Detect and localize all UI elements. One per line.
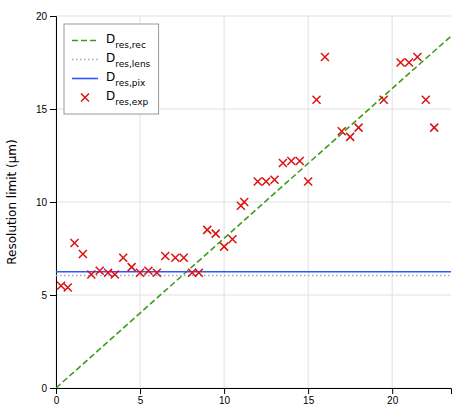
legend-box xyxy=(64,24,159,114)
legend: Dres,recDres,lensDres,pixDres,exp xyxy=(64,24,159,114)
x-axis: 0 5 10 15 20 xyxy=(54,388,452,406)
point xyxy=(254,178,262,186)
point xyxy=(87,271,95,279)
legend-label: Dres,pix xyxy=(106,70,146,88)
point xyxy=(313,96,321,104)
point xyxy=(397,59,405,67)
tick-mark xyxy=(308,388,309,394)
grid xyxy=(56,16,451,388)
tick: 5 xyxy=(41,290,56,301)
point xyxy=(405,59,413,67)
tick-mark xyxy=(50,388,56,389)
point xyxy=(64,284,72,292)
scatter-series xyxy=(57,53,438,292)
point xyxy=(271,176,279,184)
point xyxy=(430,124,438,132)
point xyxy=(119,254,127,262)
y-axis-title: Resolution limit (μm) xyxy=(5,139,19,264)
tick-mark xyxy=(50,295,56,296)
tick-label: 20 xyxy=(387,395,399,406)
point xyxy=(262,178,270,186)
point xyxy=(153,269,161,277)
tick-label: 15 xyxy=(303,395,315,406)
legend-label: Dres,lens xyxy=(106,51,151,69)
tick-mark xyxy=(50,16,56,17)
tick-label: 5 xyxy=(138,395,144,406)
point xyxy=(240,198,248,206)
point xyxy=(212,230,220,238)
point xyxy=(104,269,112,277)
tick-mark xyxy=(50,109,56,110)
point xyxy=(279,159,287,167)
point xyxy=(321,53,329,61)
point xyxy=(413,53,421,61)
point xyxy=(380,96,388,104)
tick: 20 xyxy=(387,388,399,406)
tick-mark xyxy=(140,388,141,394)
tick-label: 15 xyxy=(36,104,48,115)
point xyxy=(161,252,169,260)
point xyxy=(195,269,203,277)
tick-label: 0 xyxy=(41,383,47,394)
tick: 0 xyxy=(41,383,56,394)
point xyxy=(220,243,228,251)
legend-swatch xyxy=(81,94,89,102)
tick: 10 xyxy=(36,197,56,208)
point xyxy=(228,235,236,243)
point xyxy=(136,269,144,277)
point xyxy=(70,239,78,247)
point xyxy=(171,254,179,262)
plot-area: 0 5 10 15 20 0 5 10 15 20 Dres,recDres,lensDres,pi… xyxy=(36,11,452,406)
axis-line xyxy=(57,389,452,395)
point xyxy=(338,127,346,135)
point xyxy=(346,133,354,141)
point xyxy=(422,96,430,104)
legend-swatch xyxy=(72,78,98,80)
point xyxy=(111,271,119,279)
chart: 0 5 10 15 20 0 5 10 15 20 Dres,recDres,lensDres,pi… xyxy=(0,0,467,420)
tick-label: 10 xyxy=(219,395,231,406)
tick-mark xyxy=(392,388,393,394)
point xyxy=(296,157,304,165)
legend-swatch xyxy=(72,59,98,61)
point xyxy=(203,226,211,234)
tick: 5 xyxy=(138,388,144,406)
tick-mark xyxy=(224,388,225,394)
legend-label: Dres,rec xyxy=(106,32,146,50)
tick-label: 20 xyxy=(36,11,48,22)
point xyxy=(144,267,152,275)
point xyxy=(128,263,136,271)
tick-label: 0 xyxy=(54,395,60,406)
tick: 0 xyxy=(54,388,60,406)
point xyxy=(79,250,87,258)
line xyxy=(56,271,451,273)
tick-label: 10 xyxy=(36,197,48,208)
point xyxy=(180,254,188,262)
point xyxy=(304,178,312,186)
legend-swatch xyxy=(72,40,98,42)
point xyxy=(287,157,295,165)
grid-line-y xyxy=(56,202,451,203)
axis-line xyxy=(50,17,57,389)
y-axis: 0 5 10 15 20 xyxy=(36,11,57,394)
point xyxy=(57,282,65,290)
grid-line-y xyxy=(56,16,451,17)
tick: 15 xyxy=(303,388,315,406)
tick-label: 5 xyxy=(41,290,47,301)
tick-mark xyxy=(50,202,56,203)
point xyxy=(355,124,363,132)
grid-line-y xyxy=(56,295,451,296)
tick: 15 xyxy=(36,104,56,115)
point xyxy=(188,269,196,277)
point xyxy=(96,267,104,275)
tick: 10 xyxy=(219,388,231,406)
tick: 20 xyxy=(36,11,56,22)
legend-label: Dres,exp xyxy=(106,89,149,107)
